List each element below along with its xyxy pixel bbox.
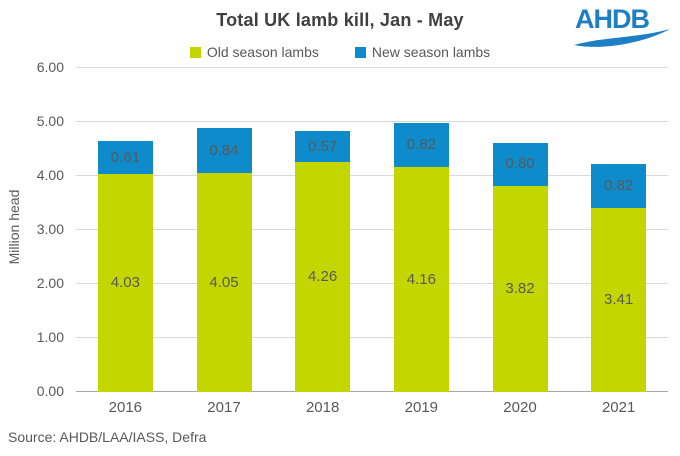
legend-swatch-new-season-lambs	[354, 46, 366, 58]
y-tick-label: 5.00	[36, 113, 64, 129]
y-tick-label: 6.00	[36, 59, 64, 75]
x-tick-label-2020: 2020	[503, 399, 537, 416]
ahdb-logo-swoosh	[574, 29, 670, 47]
y-axis: 0.00 1.00 2.00 3.00 4.00 5.00 6.00	[0, 59, 64, 399]
bar-2020-new-season-lambs	[492, 142, 548, 186]
gridline	[76, 229, 668, 230]
bar-value-label-2019-old-season-lambs: 4.16	[406, 270, 436, 288]
bar-value-label-2016-old-season-lambs: 4.03	[110, 274, 140, 292]
gridline	[76, 121, 668, 122]
bar-value-label-2017-new-season-lambs: 0.84	[209, 141, 239, 159]
legend-item-old-season-lambs: Old season lambs	[189, 44, 319, 60]
x-axis-line	[76, 391, 668, 392]
bar-value-label-2020-old-season-lambs: 3.82	[505, 279, 535, 297]
bar-2018-new-season-lambs	[295, 131, 351, 162]
bar-2017-old-season-lambs	[196, 173, 252, 392]
bar-value-label-2021-old-season-lambs: 3.41	[604, 290, 634, 308]
bar-2017-new-season-lambs	[196, 127, 252, 174]
gridline	[76, 175, 668, 176]
source-note: Source: AHDB/LAA/IASS, Defra	[8, 429, 207, 445]
bar-2016-new-season-lambs	[97, 141, 153, 175]
x-tick-label-2021: 2021	[601, 399, 636, 416]
y-tick-label: 1.00	[36, 329, 64, 345]
bar-value-label-2017-old-season-lambs: 4.05	[209, 273, 239, 291]
ahdb-logo-text: AHDB	[575, 4, 649, 34]
bar-2020-old-season-lambs	[492, 185, 548, 392]
bar-2018-old-season-lambs	[295, 161, 351, 392]
y-tick-label: 3.00	[36, 221, 64, 237]
bar-2019-old-season-lambs	[393, 167, 449, 392]
gridline	[76, 283, 668, 284]
bar-2019-new-season-lambs	[393, 123, 449, 168]
bar-2021-old-season-lambs	[591, 207, 647, 392]
bar-value-label-2018-old-season-lambs: 4.26	[308, 267, 338, 285]
y-tick-label: 2.00	[36, 275, 64, 291]
bar-2021-new-season-lambs	[591, 163, 647, 208]
y-tick-label: 4.00	[36, 167, 64, 183]
x-tick-label-2019: 2019	[404, 399, 439, 416]
bar-value-label-2018-new-season-lambs: 0.57	[308, 137, 338, 155]
bar-value-label-2020-new-season-lambs: 0.80	[505, 155, 535, 173]
x-tick-label-2017: 2017	[207, 399, 241, 416]
legend-item-new-season-lambs: New season lambs	[354, 44, 491, 60]
x-tick-label-2018: 2018	[305, 399, 340, 416]
ahdb-logo: AHDB	[574, 4, 670, 47]
legend-swatch-old-season-lambs	[189, 46, 201, 58]
legend-label-old-season-lambs: Old season lambs	[206, 44, 319, 60]
x-axis: 2016 2017 2018 2019 2020 2021	[76, 399, 668, 417]
chart-title: Total UK lamb kill, Jan - May	[216, 10, 464, 30]
gridline	[76, 337, 668, 338]
legend: Old season lambs New season lambs	[0, 44, 680, 60]
gridline	[76, 67, 668, 68]
bar-value-label-2021-new-season-lambs: 0.82	[604, 176, 634, 194]
bar-value-label-2019-new-season-lambs: 0.82	[406, 136, 436, 154]
bar-2016-old-season-lambs	[97, 174, 153, 392]
bar-value-label-2016-new-season-lambs: 0.61	[110, 148, 140, 166]
y-tick-label: 0.00	[36, 383, 64, 399]
plot-area: 4.03 0.61 4.05 0.84 4.26 0.57 4.16 0.82 3.82 0.80…	[76, 67, 668, 392]
x-tick-label-2016: 2016	[108, 399, 143, 416]
legend-label-new-season-lambs: New season lambs	[371, 44, 491, 60]
